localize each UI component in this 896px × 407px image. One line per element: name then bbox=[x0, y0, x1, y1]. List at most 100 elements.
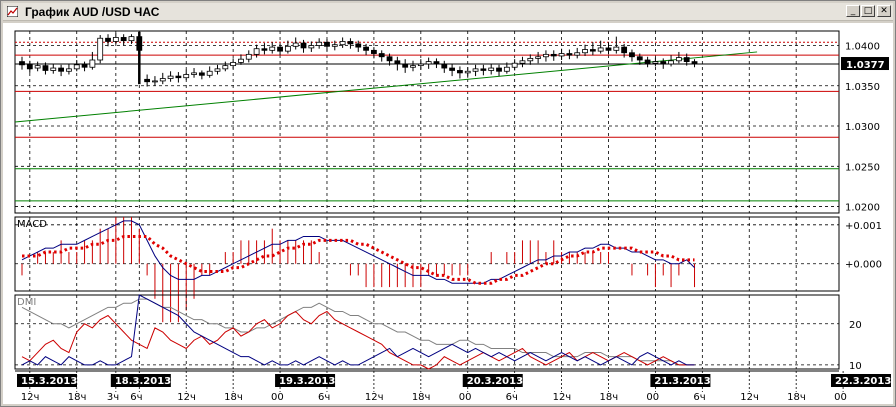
candle-body bbox=[675, 57, 682, 62]
date-label-box bbox=[650, 374, 711, 387]
candle-body bbox=[378, 53, 385, 58]
date-label: 22.3.2013 bbox=[835, 376, 891, 387]
candle-body bbox=[230, 62, 237, 67]
candle-body bbox=[144, 78, 151, 83]
candle-body bbox=[370, 49, 377, 54]
candle-body bbox=[668, 60, 674, 65]
candle-body bbox=[26, 64, 33, 70]
macd-frame bbox=[14, 216, 840, 292]
candle-body bbox=[574, 52, 581, 56]
candle-body bbox=[457, 70, 463, 74]
candle-body bbox=[316, 41, 323, 46]
candle-body bbox=[347, 41, 354, 45]
candle-body bbox=[363, 46, 369, 51]
current-price-label: 1.0377 bbox=[846, 60, 885, 71]
candle-body bbox=[50, 67, 57, 71]
hour-label: 00 bbox=[459, 392, 472, 403]
hour-label: 12ч bbox=[740, 392, 759, 403]
candle-body bbox=[621, 46, 628, 54]
hour-label: 6ч bbox=[318, 392, 330, 403]
date-label: 19.3.2013 bbox=[279, 376, 335, 387]
hour-label: 6ч bbox=[693, 392, 705, 403]
hour-label: 00 bbox=[834, 392, 847, 403]
price-axis-label: 1.0250 bbox=[845, 162, 880, 173]
macd-panel[interactable]: MACD +0.001 +0.000 bbox=[14, 216, 882, 323]
candle-body bbox=[120, 37, 127, 42]
title-bar[interactable]: График AUD /USD ЧАС _ □ ✕ bbox=[3, 3, 893, 21]
candle-body bbox=[597, 47, 604, 52]
candle-body bbox=[97, 37, 104, 61]
candle-body bbox=[558, 53, 565, 57]
minimize-button[interactable]: _ bbox=[846, 5, 860, 17]
candle-body bbox=[433, 61, 440, 65]
candle-body bbox=[42, 65, 49, 71]
candle-body bbox=[292, 42, 299, 47]
date-label: 18.3.2013 bbox=[115, 376, 171, 387]
close-button[interactable]: ✕ bbox=[877, 5, 891, 17]
hour-label: 12ч bbox=[365, 392, 384, 403]
candle-body bbox=[183, 74, 190, 79]
candle-body bbox=[417, 63, 424, 67]
candle-body bbox=[652, 61, 659, 64]
candle-body bbox=[81, 64, 88, 68]
candle-body bbox=[300, 42, 307, 49]
candle-body bbox=[589, 49, 596, 52]
candle-body bbox=[449, 67, 456, 71]
candle-body bbox=[691, 61, 698, 65]
hour-label: 00 bbox=[271, 392, 284, 403]
candle-body bbox=[152, 80, 158, 83]
candle-body bbox=[253, 48, 260, 55]
hour-label: 3ч bbox=[107, 392, 119, 403]
candle-body bbox=[605, 47, 612, 51]
hour-label: 12ч bbox=[21, 392, 40, 403]
date-label-box bbox=[110, 374, 171, 387]
candle-body bbox=[582, 49, 588, 54]
candle-body bbox=[480, 68, 487, 71]
date-label-box bbox=[17, 374, 77, 387]
window-title: График AUD /USD ЧАС bbox=[25, 5, 160, 19]
dmi-frame bbox=[14, 294, 840, 370]
macd-axis-label: +0.001 bbox=[845, 221, 882, 232]
candle-body bbox=[386, 56, 393, 62]
date-label-box bbox=[831, 374, 891, 387]
macd-label: MACD bbox=[17, 219, 47, 230]
time-axis: 12ч 18ч 3ч 6ч 12ч 18ч 00 6ч 12ч 18ч 00 6ч 12ч 18ч 00 6ч… bbox=[15, 370, 891, 403]
candle-body bbox=[238, 58, 244, 63]
date-label-box bbox=[275, 374, 336, 387]
candle-body bbox=[410, 65, 416, 68]
candle-body bbox=[394, 60, 401, 65]
price-panel[interactable]: 1.0400 1.0350 1.0300 1.0250 1.0200 1.0377 bbox=[14, 30, 889, 214]
candle-body bbox=[535, 56, 542, 59]
candle-body bbox=[159, 78, 166, 82]
dmi-minus-di-line bbox=[21, 294, 695, 366]
candle-body bbox=[488, 67, 495, 71]
chart-area[interactable]: 1.0400 1.0350 1.0300 1.0250 1.0200 1.0377 MAC… bbox=[3, 23, 893, 404]
dmi-panel[interactable]: 20 10 DMI bbox=[14, 294, 862, 372]
current-price-tag bbox=[841, 57, 889, 71]
candle-body bbox=[277, 46, 283, 52]
date-label: 20.3.2013 bbox=[467, 376, 523, 387]
candle-body bbox=[402, 63, 409, 68]
candle-body bbox=[269, 46, 276, 51]
price-axis-label: 1.0200 bbox=[845, 203, 880, 214]
candle-body bbox=[355, 43, 362, 48]
candle-body bbox=[175, 75, 182, 79]
macd-signal-line bbox=[22, 234, 695, 285]
hour-label: 00 bbox=[646, 392, 659, 403]
candle-body bbox=[503, 66, 510, 72]
trendline bbox=[14, 51, 758, 123]
candle-body bbox=[644, 59, 651, 64]
candle-body bbox=[472, 68, 479, 72]
candle-body bbox=[105, 37, 111, 42]
candle-body bbox=[167, 75, 174, 79]
candle-body bbox=[441, 63, 448, 69]
dmi-axis-label: 10 bbox=[849, 361, 862, 372]
candle-body bbox=[425, 61, 432, 65]
hour-label: 6ч bbox=[506, 392, 518, 403]
candle-body bbox=[636, 56, 643, 61]
macd-line bbox=[21, 220, 695, 284]
macd-axis-label: +0.000 bbox=[845, 260, 882, 271]
maximize-button[interactable]: □ bbox=[861, 5, 875, 17]
dmi-label: DMI bbox=[17, 297, 36, 308]
